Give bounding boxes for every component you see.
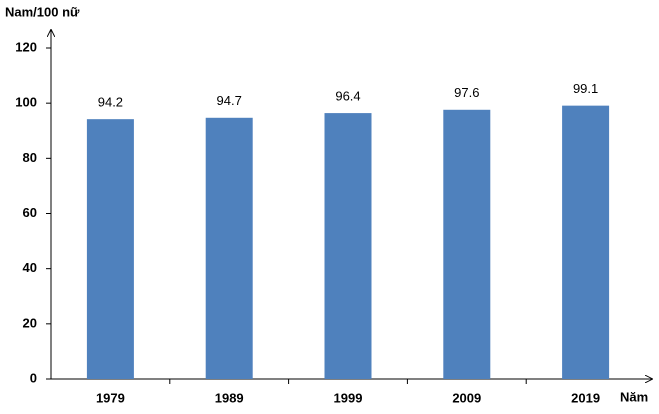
value-label: 94.2 [98,95,123,110]
value-label: 94.7 [217,93,242,108]
y-tick-label: 120 [15,39,37,54]
x-axis-label: Năm [620,389,648,404]
y-axis-label: Nam/100 nữ [5,4,80,19]
y-tick-label: 40 [23,260,37,275]
x-tick-label: 1999 [334,390,363,405]
y-tick-label: 20 [23,315,37,330]
y-tick-label: 100 [15,95,37,110]
bar [562,105,610,379]
x-tick-label: 1989 [215,390,244,405]
bar [324,113,372,379]
bar [86,119,134,379]
x-tick-label: 1979 [96,390,125,405]
value-label: 97.6 [454,85,479,100]
value-label: 99.1 [573,81,598,96]
x-tick-label: 2009 [452,390,481,405]
x-tick-label: 2019 [571,390,600,405]
y-tick-label: 80 [23,150,37,165]
bar [205,117,253,380]
y-tick-label: 0 [30,370,37,385]
y-tick-label: 60 [23,205,37,220]
bar [443,109,491,379]
value-label: 96.4 [335,89,360,104]
